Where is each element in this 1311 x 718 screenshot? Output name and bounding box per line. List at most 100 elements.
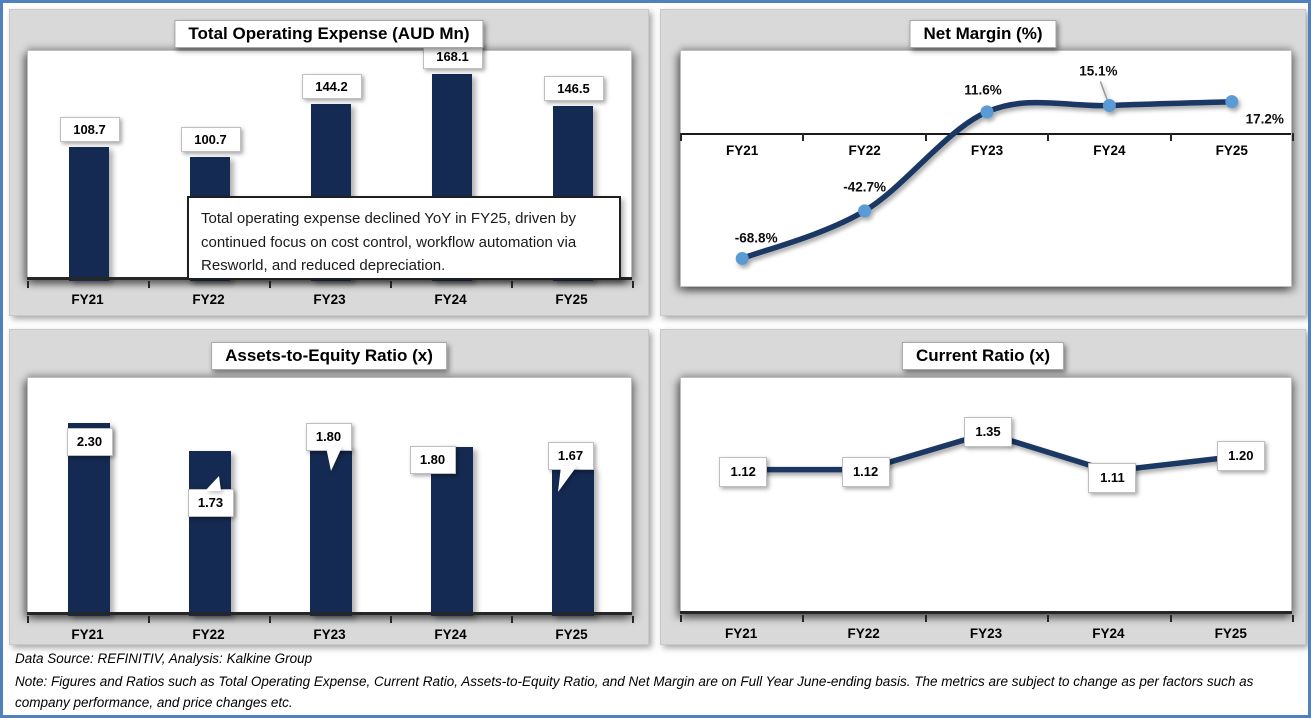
x-tick-label: FY22 xyxy=(847,626,880,641)
axis-tick xyxy=(632,616,634,623)
data-label: 1.73 xyxy=(187,488,234,517)
chart-bar-FY21 xyxy=(68,147,109,281)
chart-bar-FY23 xyxy=(309,447,352,616)
axis-tick xyxy=(1047,615,1050,622)
axis-tick xyxy=(924,615,927,622)
x-tick-label: FY22 xyxy=(192,292,225,307)
data-label: 15.1% xyxy=(1079,63,1118,78)
chart-bar-FY22 xyxy=(188,450,231,616)
axis-tick xyxy=(1292,133,1294,142)
data-label: 108.7 xyxy=(59,117,120,143)
data-point-marker xyxy=(1225,95,1239,109)
data-label: 1.12 xyxy=(719,456,768,487)
axis-tick xyxy=(680,133,682,142)
data-label-callout: 1.80 xyxy=(409,446,456,475)
data-label: 11.6% xyxy=(964,82,1002,98)
label-leader-line xyxy=(1099,81,1109,101)
data-point-marker xyxy=(980,105,994,119)
line-series-svg xyxy=(735,81,1239,265)
axis-tick xyxy=(680,615,682,622)
axis-tick xyxy=(269,616,271,623)
axis-tick xyxy=(148,616,150,623)
x-tick-label: FY23 xyxy=(313,627,346,642)
line-series xyxy=(739,98,1235,262)
axis-tick xyxy=(1169,133,1172,142)
chart-title: Total Operating Expense (AUD Mn) xyxy=(174,20,484,48)
axis-tick xyxy=(390,616,392,623)
x-tick-label: FY23 xyxy=(969,626,1003,641)
axis-tick xyxy=(27,616,29,623)
data-label: 100.7 xyxy=(180,127,241,153)
data-label-callout: 1.67 xyxy=(547,441,594,492)
data-label: 2.30 xyxy=(66,427,113,456)
chart-panel-current: Current Ratio (x) 1.12 1.12 1.35 1.11 1.20 FY2… xyxy=(660,329,1306,645)
data-label: 1.35 xyxy=(964,417,1012,448)
x-tick-label: FY25 xyxy=(1215,143,1248,159)
chart-title: Current Ratio (x) xyxy=(901,342,1065,370)
axis-tick xyxy=(924,133,927,142)
data-source-note: Data Source: REFINITIV, Analysis: Kalkin… xyxy=(15,651,313,666)
axis-tick xyxy=(511,281,513,288)
x-tick-label: FY21 xyxy=(71,292,104,307)
data-label: 1.80 xyxy=(305,423,352,452)
chart-panel-a2e: Assets-to-Equity Ratio (x) 2.30 1.73 1.80 1.… xyxy=(9,329,649,645)
line-series-svg xyxy=(739,430,1235,474)
x-tick-label: FY22 xyxy=(848,143,881,159)
data-label: 1.67 xyxy=(547,441,594,470)
methodology-note: Note: Figures and Ratios such as Total O… xyxy=(15,674,1254,710)
data-point-marker xyxy=(858,204,872,218)
x-axis-line xyxy=(27,612,632,615)
annotation-box: Total operating expense declined YoY in … xyxy=(187,196,621,280)
chart-bar-FY24 xyxy=(430,447,473,616)
x-tick-label: FY22 xyxy=(192,627,225,642)
chart-panel-opex: Total Operating Expense (AUD Mn) 108.7 100… xyxy=(9,9,649,316)
plot-area: FY21 FY22 FY23 FY24 FY25 -68.8% -42.7% 11.6% 15.… xyxy=(680,50,1294,287)
data-label: 146.5 xyxy=(543,75,604,101)
axis-tick xyxy=(1169,615,1172,622)
axis-tick xyxy=(632,281,634,288)
x-tick-label: FY21 xyxy=(726,143,759,159)
chart-title: Assets-to-Equity Ratio (x) xyxy=(211,342,447,370)
callout-tail xyxy=(325,447,342,472)
chart-bar-FY25 xyxy=(551,467,594,616)
x-tick-label: FY23 xyxy=(313,292,346,307)
x-tick-label: FY24 xyxy=(434,292,467,307)
footer: Data Source: REFINITIV, Analysis: Kalkin… xyxy=(15,649,1303,715)
data-label-callout: 2.30 xyxy=(66,427,113,456)
x-tick-label: FY24 xyxy=(1093,143,1126,159)
x-tick-label: FY21 xyxy=(71,627,104,642)
data-label: 17.2% xyxy=(1245,111,1284,127)
axis-tick xyxy=(1047,133,1050,142)
axis-tick xyxy=(269,281,271,288)
axis-tick xyxy=(390,281,392,288)
data-label: 168.1 xyxy=(422,44,483,70)
data-label: 1.12 xyxy=(841,456,890,487)
axis-tick xyxy=(511,616,513,623)
x-tick-label: FY25 xyxy=(555,627,588,642)
data-label-callout: 1.73 xyxy=(187,475,234,517)
axis-tick xyxy=(1292,615,1294,622)
data-point-marker xyxy=(1102,99,1116,113)
chart-panel-netmargin: Net Margin (%) FY21 FY22 FY23 FY24 FY25 -68.8%… xyxy=(660,9,1306,316)
data-label: 1.80 xyxy=(409,446,456,475)
axis-tick xyxy=(802,615,805,622)
x-tick-label: FY24 xyxy=(1092,626,1125,641)
x-tick-label: FY25 xyxy=(1214,626,1247,641)
data-point-marker xyxy=(735,251,749,265)
data-label-callout: 1.80 xyxy=(305,423,352,472)
chart-title: Net Margin (%) xyxy=(909,20,1057,48)
callout-tail xyxy=(557,465,577,492)
x-tick-label: FY21 xyxy=(725,626,758,641)
callout-tail xyxy=(204,475,221,491)
x-tick-label: FY23 xyxy=(970,143,1004,159)
data-label: 1.20 xyxy=(1216,441,1265,471)
x-tick-label: FY25 xyxy=(555,292,588,307)
data-label: 144.2 xyxy=(301,73,362,99)
axis-tick xyxy=(148,281,150,288)
plot-area: 2.30 1.73 1.80 1.80 1.67 xyxy=(27,377,634,623)
data-label: -42.7% xyxy=(843,179,886,195)
zero-axis-line xyxy=(681,133,1291,136)
axis-tick xyxy=(802,133,805,142)
x-axis-line xyxy=(680,611,1292,614)
